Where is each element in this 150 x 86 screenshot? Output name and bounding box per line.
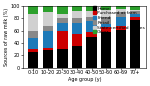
Bar (130, 6, 140, 10)
Bar (116, 6, 126, 9)
Bar (130, 14, 140, 17)
Bar (130, 17, 140, 20)
Bar (72, 23, 82, 34)
Bar (72, 46, 82, 68)
Bar (28, 52, 39, 68)
Bar (72, 34, 82, 46)
Bar (86, 32, 97, 37)
Bar (101, 27, 111, 32)
Bar (57, 18, 68, 23)
Y-axis label: Sources of raw milk (%): Sources of raw milk (%) (4, 8, 9, 66)
Bar (101, 32, 111, 68)
Bar (101, 17, 111, 24)
Bar (72, 11, 82, 18)
Bar (116, 26, 126, 29)
Bar (116, 29, 126, 68)
Bar (28, 6, 39, 14)
Bar (57, 49, 68, 68)
Bar (86, 37, 97, 68)
Bar (130, 10, 140, 11)
Bar (28, 31, 39, 38)
Bar (57, 6, 68, 14)
Bar (43, 12, 53, 26)
Bar (101, 24, 111, 27)
Bar (57, 14, 68, 18)
Bar (130, 20, 140, 68)
Bar (28, 49, 39, 52)
Legend: Home, Purchased at farm, Friend, Retail, State-certified dairies, Other: Home, Purchased at farm, Friend, Retail,… (92, 6, 145, 35)
Bar (86, 6, 97, 11)
X-axis label: Age group (y): Age group (y) (68, 77, 101, 82)
Bar (43, 26, 53, 31)
Bar (43, 6, 53, 12)
Bar (101, 10, 111, 17)
Bar (43, 48, 53, 50)
Bar (28, 14, 39, 31)
Bar (101, 6, 111, 10)
Bar (28, 38, 39, 49)
Bar (86, 17, 97, 21)
Bar (57, 31, 68, 49)
Bar (72, 18, 82, 23)
Bar (130, 11, 140, 14)
Bar (57, 23, 68, 31)
Bar (43, 31, 53, 48)
Bar (43, 50, 53, 68)
Bar (86, 21, 97, 32)
Bar (116, 12, 126, 17)
Bar (72, 6, 82, 11)
Bar (116, 9, 126, 12)
Bar (116, 17, 126, 26)
Bar (86, 11, 97, 17)
